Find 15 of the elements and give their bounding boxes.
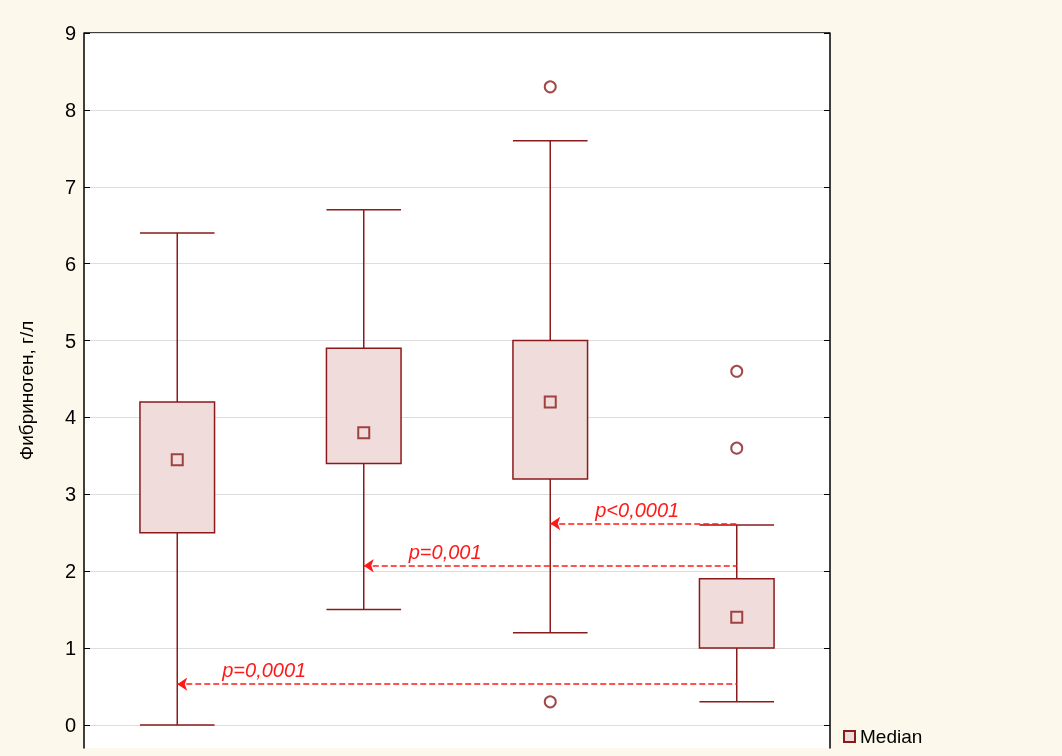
y-tick-label: 0 (64, 713, 76, 736)
y-tick-label: 6 (64, 252, 76, 275)
y-tick-label: 5 (64, 329, 76, 352)
legend-label: Median (860, 726, 923, 747)
y-tick-label: 4 (64, 406, 76, 429)
annotation: p<0,0001 (594, 498, 680, 521)
y-axis-title: Фибриноген, г/л (16, 320, 37, 461)
annotation: p=0,001 (407, 540, 482, 563)
y-tick-label: 1 (64, 637, 76, 660)
y-tick-label: 9 (64, 22, 76, 44)
y-tick-label: 8 (64, 98, 76, 121)
y-tick-label: 7 (64, 175, 76, 198)
y-tick-label: 2 (64, 560, 76, 583)
y-tick-label: 3 (64, 483, 76, 506)
annotation: p=0,0001 (221, 659, 307, 682)
